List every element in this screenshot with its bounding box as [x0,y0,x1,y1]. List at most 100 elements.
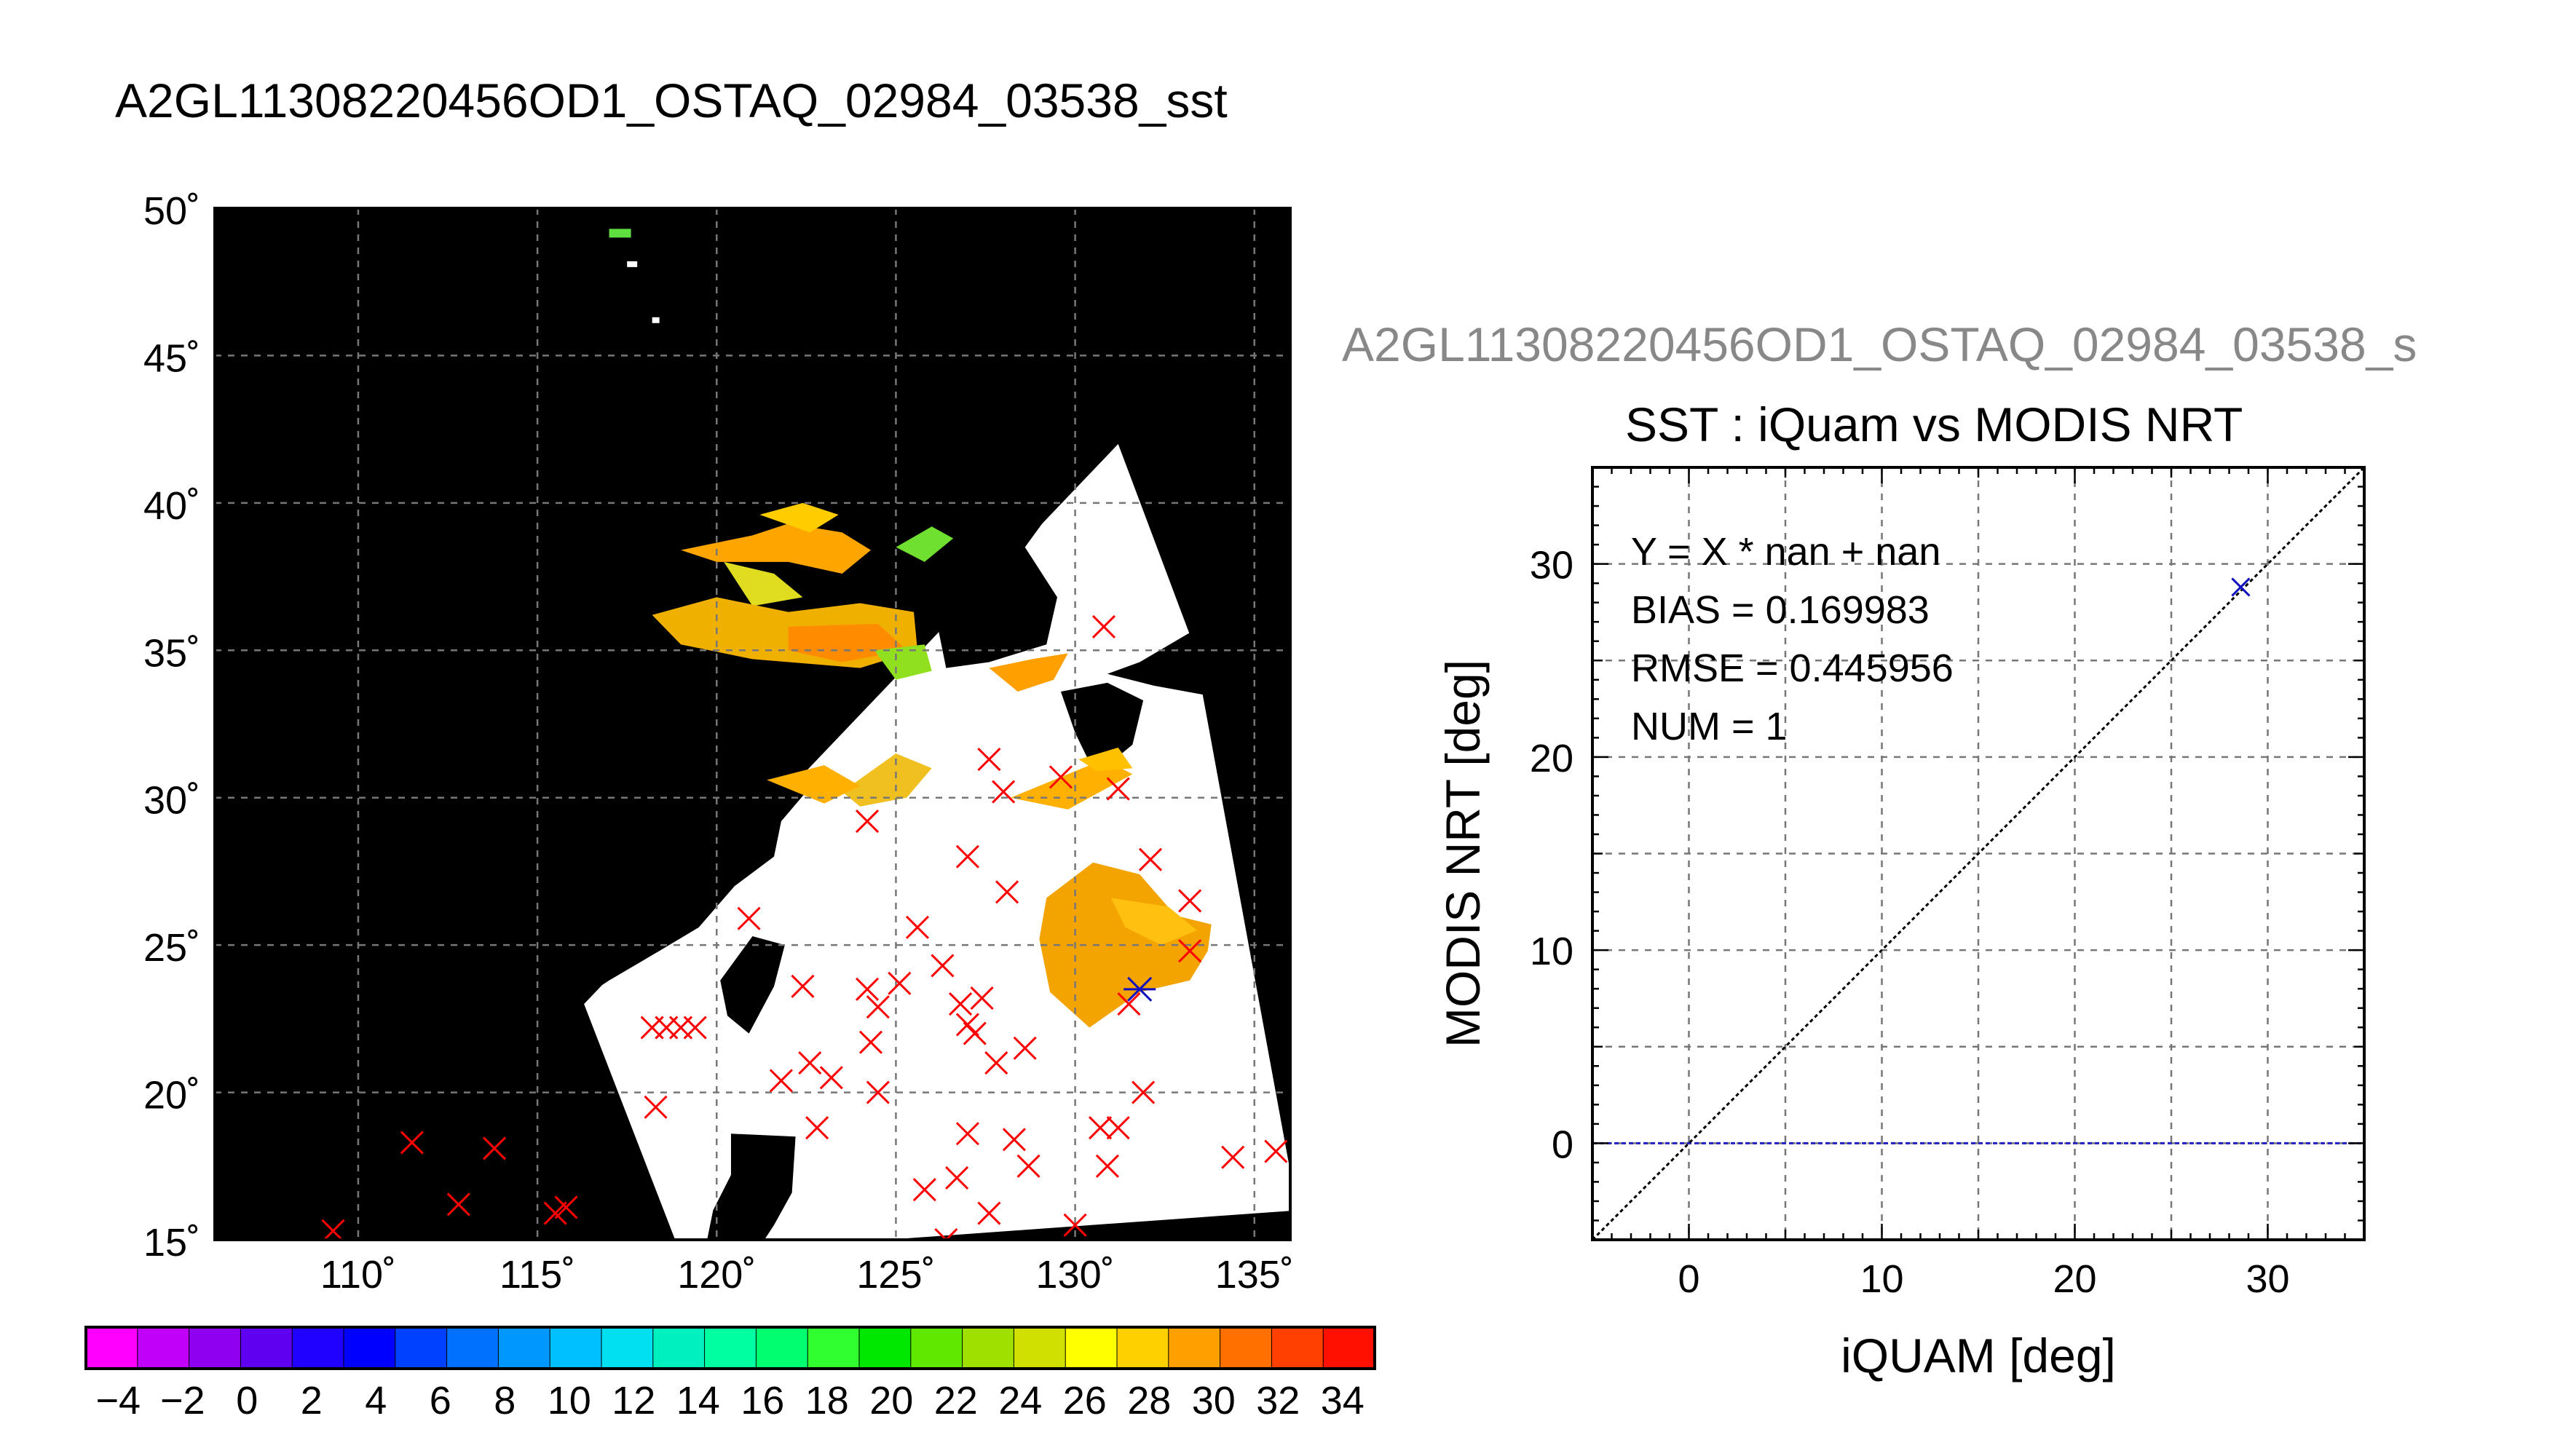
matchup-marker [1089,1116,1113,1140]
colorbar-swatch [344,1327,396,1369]
colorbar-tick-label: 16 [741,1379,784,1423]
y-tick-label: 20 [1530,737,1573,780]
matchup-marker [866,995,890,1019]
colorbar-swatch [1220,1327,1272,1369]
matchup-marker [1049,765,1073,789]
matchup-marker [737,906,761,930]
lat-tick-label: 45˚ [143,336,200,380]
matchup-marker [905,915,930,939]
lat-tick-label: 20˚ [143,1074,200,1117]
colorbar-swatch [962,1327,1014,1369]
colorbar-tick-label: −2 [160,1379,205,1423]
colorbar-tick-label: −4 [95,1379,141,1423]
sst-patch [767,765,861,804]
land-luzon [707,1133,796,1240]
colorbar-swatch [1323,1327,1375,1369]
matchup-marker [805,1116,829,1140]
colorbar-swatch [189,1327,241,1369]
map-frame [213,207,1292,1241]
sst-patch [989,653,1068,692]
matchup-marker [977,1201,1001,1225]
sst-map: 50˚ 45˚ 40˚ 35˚ 30˚ 25˚ 20˚ 15˚ 110˚ 115˚ 120˚ 125˚… [143,189,1294,1297]
lon-tick-label: 130˚ [1036,1253,1115,1297]
matchup-marker [400,1131,424,1155]
matchup-marker [977,748,1001,772]
land-japan-kyushu [1060,682,1144,763]
matchup-marker [984,1051,1008,1075]
map-content [215,208,1290,1240]
map-title: A2GL11308220456OD1_OSTAQ_02984_03538_sst [115,74,1228,127]
sst-patch [1078,747,1133,772]
matchup-marker [963,1021,987,1045]
colorbar-tick-label: 18 [805,1379,849,1423]
colorbar-swatch [498,1327,550,1369]
matchup-marker [1016,1154,1040,1178]
colorbar-swatch [652,1327,706,1369]
sst-patch [896,526,954,562]
lat-tick-label: 25˚ [143,926,200,970]
scatter-point [2231,577,2251,597]
colorbar-swatch [446,1327,499,1369]
x-tick-label: 10 [1860,1257,1903,1301]
matchup-marker [934,1227,958,1240]
colorbar-tick-label: 34 [1321,1379,1365,1423]
colorbar-tick-label: 30 [1192,1379,1236,1423]
colorbar-tick-label: 24 [998,1379,1042,1423]
sst-speck [609,229,631,238]
matchup-marker [995,880,1019,904]
colorbar-swatch [395,1327,448,1369]
matchup-marker [955,844,979,869]
colorbar-swatch [137,1327,190,1369]
matchup-marker [855,977,880,1001]
lat-tick-label: 40˚ [143,484,200,528]
colorbar-swatch [1117,1327,1169,1369]
colorbar-tick-label: 12 [612,1379,655,1423]
matchup-marker [644,1095,668,1119]
sst-colorbar: −4 −2 0 2 4 6 8 10 12 14 16 18 20 22 24 26 28 30 32 34 [84,1326,1376,1423]
matchup-marker [791,974,815,998]
colorbar-tick-label: 20 [869,1379,913,1423]
matchup-marker [798,1051,822,1075]
colorbar-swatch [1065,1327,1118,1369]
x-axis-label: iQUAM [deg] [1841,1329,2116,1382]
lon-tick-label: 120˚ [677,1253,756,1297]
colorbar-swatch [807,1327,860,1369]
colorbar-swatch [1168,1327,1221,1369]
matchup-marker [945,1166,969,1190]
matchup-marker [1063,1213,1087,1237]
colorbar-tick-label: 32 [1256,1379,1300,1423]
lon-tick-label: 135˚ [1215,1253,1294,1297]
matchup-marker [858,1030,883,1054]
matchup-marker [955,1122,979,1146]
sst-patch [1110,898,1197,946]
lon-tick-label: 115˚ [499,1253,575,1297]
land-korea [867,459,1068,668]
matchup-marker [992,780,1016,804]
sst-speck [652,317,660,323]
x-tick-label: 30 [2246,1257,2289,1301]
matchup-marker [1178,889,1202,913]
one-to-one-line [1591,466,2366,1241]
colorbar-swatch [910,1327,963,1369]
y-tick-label: 0 [1552,1123,1573,1166]
colorbar-tick-label: 6 [430,1379,451,1423]
y-tick-label: 30 [1530,544,1573,587]
matchup-marker [931,954,955,978]
matchup-marker [554,1195,578,1219]
colorbar-swatch [292,1327,344,1369]
colorbar-tick-label: 8 [494,1379,516,1423]
matchup-marker [1138,847,1163,871]
colorbar-swatch [859,1327,912,1369]
matchup-marker [482,1136,507,1160]
sst-patch [724,561,803,606]
lat-tick-label: 35˚ [143,631,200,675]
matchup-marker [321,1219,345,1240]
matchup-marker [1221,1145,1245,1169]
matchup-marker [1178,939,1202,963]
colorbar-swatch [1271,1327,1324,1369]
y-axis-label: MODIS NRT [deg] [1436,660,1490,1048]
colorbar-tick-label: 10 [548,1379,591,1423]
colorbar-tick-label: 28 [1127,1379,1171,1423]
stats-line: BIAS = 0.169983 [1631,588,1930,632]
